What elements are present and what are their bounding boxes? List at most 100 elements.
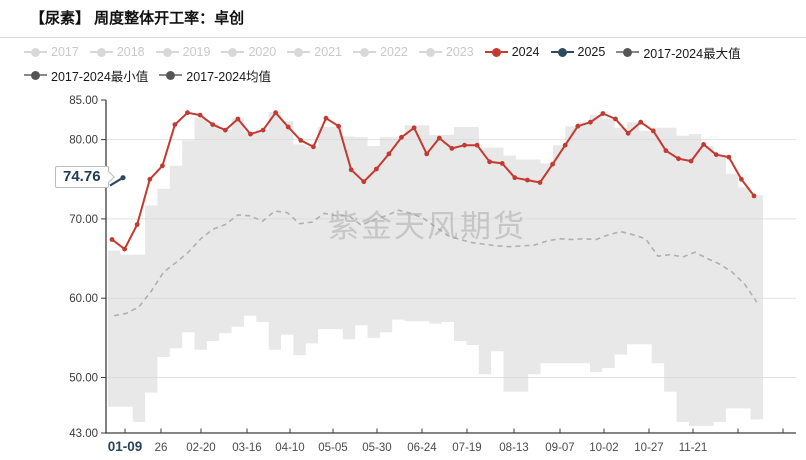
series-2024-point: [751, 193, 757, 199]
series-2024-point: [600, 111, 606, 116]
legend-item-label: 2018: [116, 45, 145, 59]
legend-marker-stem: [287, 51, 295, 53]
series-2024-point: [525, 177, 530, 183]
series-2024-point: [336, 123, 341, 129]
series-2024-point: [122, 246, 127, 252]
series-2024-point: [348, 167, 354, 173]
x-axis-label: 02-20: [186, 442, 215, 454]
legend-marker-icon: [557, 47, 567, 57]
series-2024-point: [688, 158, 694, 164]
series-2024-point: [285, 124, 291, 130]
x-axis-label: 10-02: [589, 442, 618, 454]
min-max-band: [108, 111, 763, 426]
legend-marker-stem: [418, 51, 426, 53]
x-axis-label: 10-27: [634, 442, 663, 454]
series-2024-point: [424, 151, 430, 157]
series-2024-point: [147, 176, 153, 182]
legend-item-label: 2025: [577, 45, 606, 59]
x-axis-label: 01-09: [108, 439, 143, 454]
series-2024-point: [462, 142, 467, 148]
x-axis-label: 07-19: [452, 442, 481, 454]
series-2024-point: [134, 222, 140, 227]
series-2024-point: [474, 142, 480, 148]
legend-marker-stem: [105, 51, 113, 53]
y-axis-label: 50.00: [69, 373, 98, 385]
y-axis-label: 43.00: [69, 428, 98, 440]
legend-marker-stem: [434, 51, 442, 53]
series-2024-point: [663, 148, 669, 154]
series-2024-point: [499, 161, 505, 166]
legend-item-2023[interactable]: 2023: [418, 42, 474, 62]
legend-item-2020[interactable]: 2020: [221, 42, 276, 62]
legend-marker-stem: [616, 51, 624, 53]
legend-marker-stem: [24, 51, 31, 53]
title-separator: [0, 37, 806, 38]
series-2024-point: [701, 142, 706, 147]
series-2024-point: [550, 161, 555, 167]
x-axis-label: 26: [155, 442, 168, 454]
legend-marker-icon: [623, 47, 633, 57]
series-2024-point: [638, 119, 644, 125]
legend-item-label: 2020: [248, 45, 277, 59]
latest-value-callout: 74.76: [55, 166, 109, 188]
series-2024-point: [575, 123, 581, 129]
series-2024-point: [374, 166, 379, 172]
legend-item-label: 2019: [182, 45, 211, 59]
series-2024-point: [172, 122, 178, 127]
legend-marker-icon: [162, 47, 172, 57]
legend-item-label: 2022: [380, 45, 408, 59]
legend-item-label: 2017-2024最大值: [643, 46, 741, 61]
series-2024-point: [676, 156, 681, 162]
series-2024-point: [537, 180, 543, 185]
legend-item-2017[interactable]: 2017: [24, 42, 79, 62]
y-axis-label: 60.00: [69, 293, 98, 305]
series-2024-point: [739, 176, 744, 182]
legend-item-label: 2017-2024最小值: [51, 69, 149, 84]
legend-marker-icon: [31, 70, 40, 80]
legend-item-2025[interactable]: 2025: [550, 42, 606, 62]
series-2024-point: [311, 144, 316, 150]
legend-marker-icon: [228, 47, 238, 57]
series-2024-point: [613, 116, 618, 122]
legend-item-2018[interactable]: 2018: [89, 42, 145, 62]
legend-marker-stem: [155, 51, 163, 53]
series-2024-point: [726, 154, 732, 160]
legend-marker-stem: [24, 74, 31, 76]
legend-marker-stem: [175, 74, 183, 76]
x-axis-label: 08-13: [499, 442, 528, 454]
x-axis-label: 09-07: [545, 442, 574, 454]
legend-item-2019[interactable]: 2019: [155, 42, 211, 62]
series-2024-point: [197, 112, 203, 118]
legend-item-2017-2024-[interactable]: 2017-2024最小值: [24, 65, 148, 85]
legend-item-2024[interactable]: 2024: [484, 42, 540, 62]
series-2024-point: [323, 115, 329, 121]
series-2024-point: [411, 125, 417, 131]
legend-item-2017-2024-[interactable]: 2017-2024均值: [159, 65, 271, 85]
legend-marker-stem: [171, 51, 179, 53]
legend-marker-stem: [369, 51, 377, 53]
legend-item-2022[interactable]: 2022: [353, 42, 408, 62]
legend: 2017 2018 2019 2020 2021 2022 2023 2024 2025 2017…: [24, 42, 794, 85]
series-2024-point: [399, 134, 404, 140]
legend-marker-stem: [303, 51, 311, 53]
x-axis-label: 11-21: [679, 442, 708, 454]
series-2024-point: [260, 127, 266, 133]
series-2024-point: [160, 163, 165, 169]
series-2024-point: [487, 159, 492, 165]
series-2024-point: [713, 152, 719, 158]
series-2024-point: [588, 119, 593, 125]
legend-marker-icon: [360, 47, 370, 57]
series-2024-point: [185, 110, 190, 116]
series-2024-point: [235, 116, 241, 122]
legend-marker-stem: [484, 51, 492, 53]
x-axis-label: 05-05: [318, 442, 347, 454]
legend-item-2021[interactable]: 2021: [287, 42, 342, 62]
legend-marker-icon: [96, 47, 106, 57]
legend-item-label: 2017-2024均值: [186, 69, 272, 84]
series-2024-point: [248, 131, 253, 137]
legend-marker-stem: [221, 51, 229, 53]
legend-item-2017-2024-[interactable]: 2017-2024最大值: [616, 42, 741, 62]
series-2024-point: [512, 175, 518, 181]
legend-marker-icon: [491, 47, 501, 57]
